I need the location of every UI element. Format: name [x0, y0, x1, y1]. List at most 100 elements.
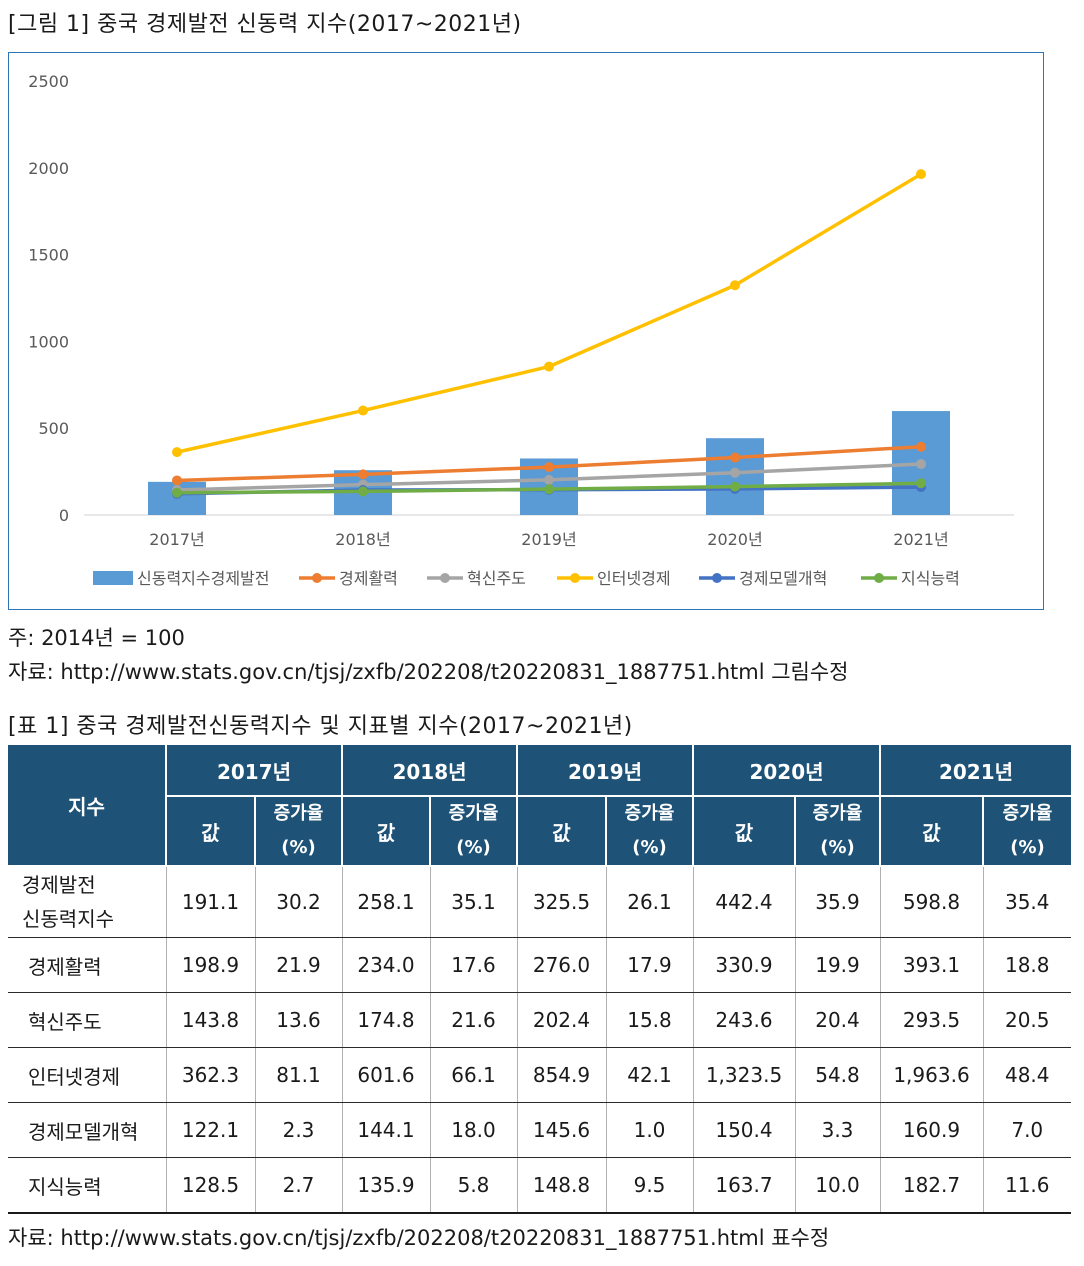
cell-value: 1,323.5: [692, 1047, 795, 1103]
subheader-growth: 증가율 (%): [605, 796, 693, 867]
cell-value: 243.6: [692, 992, 795, 1048]
row-label-line: 경제모델개혁: [28, 1119, 139, 1144]
subheader-value: 값: [692, 796, 795, 867]
series-point: [544, 462, 554, 473]
subheader-growth-unit: (%): [1010, 837, 1045, 858]
cell-growth: 17.6: [429, 937, 517, 993]
cell-value: 325.5: [516, 866, 606, 938]
cell-growth: 10.0: [794, 1157, 880, 1214]
series-point: [730, 481, 740, 492]
series-point: [172, 487, 182, 498]
row-label-line: 경제발전: [22, 873, 96, 897]
cell-growth: 26.1: [605, 866, 693, 938]
row-label: 경제발전 신동력지수: [8, 866, 166, 938]
subheader-value: 값: [516, 796, 606, 867]
cell-value: 174.8: [341, 992, 430, 1048]
series-point: [172, 447, 182, 458]
subheader-row: 값 증가율 (%) 값 증가율 (%) 값 증가율 (%) 값 증가율 (%) 값 증가율 (%): [8, 796, 1071, 867]
series-line: [175, 172, 923, 454]
figure-source: 자료: http://www.stats.gov.cn/tjsj/zxfb/20…: [8, 660, 849, 684]
cell-growth: 18.8: [982, 937, 1071, 993]
cell-growth: 30.2: [254, 866, 342, 938]
cell-value: 258.1: [341, 866, 430, 938]
cell-growth: 3.3: [794, 1102, 880, 1158]
table-row: 경제활력 198.9 21.9 234.0 17.6 276.0 17.9 330.9 19.9…: [8, 937, 1071, 993]
legend-marker: [570, 573, 580, 583]
subheader-growth-unit: (%): [456, 837, 491, 858]
series-point: [358, 405, 368, 416]
cell-growth: 15.8: [605, 992, 693, 1048]
series-point: [730, 467, 740, 478]
cell-value: 1,963.6: [879, 1047, 983, 1103]
series-point: [916, 478, 926, 489]
table-row: 경제모델개혁 122.1 2.3 144.1 18.0 145.6 1.0 150.4 3.3 1…: [8, 1102, 1071, 1158]
legend-label: 신동력지수경제발전: [137, 569, 269, 588]
subheader-growth: 증가율 (%): [794, 796, 880, 867]
x-tick-label: 2017년: [149, 530, 204, 549]
cell-growth: 2.3: [254, 1102, 342, 1158]
table-row: 혁신주도 143.8 13.6 174.8 21.6 202.4 15.8 243.6 20.4…: [8, 992, 1071, 1048]
cell-value: 293.5: [879, 992, 983, 1048]
series-point: [730, 280, 740, 291]
y-tick-label: 500: [38, 419, 69, 438]
cell-growth: 5.8: [429, 1157, 517, 1214]
cell-value: 362.3: [165, 1047, 255, 1103]
cell-value: 601.6: [341, 1047, 430, 1103]
series-point: [544, 474, 554, 485]
row-label: 혁신주도: [8, 992, 166, 1048]
table-title: [표 1] 중국 경제발전신동력지수 및 지표별 지수(2017~2021년): [8, 714, 633, 739]
subheader-growth: 증가율 (%): [429, 796, 517, 867]
subheader-value: 값: [879, 796, 983, 867]
subheader-growth: 증가율 (%): [982, 796, 1071, 867]
chart-frame: 0 500 1000 1500 2000 2500 2017년 2018년 2019년 2020년…: [8, 52, 1044, 610]
row-label: 경제활력: [8, 937, 166, 993]
row-label-line: 인터넷경제: [28, 1064, 120, 1089]
figure-note: 주: 2014년 = 100: [8, 626, 185, 650]
row-label: 인터넷경제: [8, 1047, 166, 1103]
cell-value: 144.1: [341, 1102, 430, 1158]
cell-value: 145.6: [516, 1102, 606, 1158]
legend-label: 혁신주도: [467, 569, 526, 588]
subheader-growth-unit: (%): [820, 837, 855, 858]
legend-label: 경제모델개혁: [739, 569, 827, 588]
cell-value: 143.8: [165, 992, 255, 1048]
table-row: 지식능력 128.5 2.7 135.9 5.8 148.8 9.5 163.7 10.0 182…: [8, 1157, 1071, 1214]
series-point: [916, 459, 926, 470]
legend-swatch: [93, 571, 133, 585]
row-label: 지식능력: [8, 1157, 166, 1214]
cell-growth: 21.9: [254, 937, 342, 993]
cell-growth: 20.5: [982, 992, 1071, 1048]
row-label-line: 경제활력: [28, 954, 102, 979]
cell-value: 182.7: [879, 1157, 983, 1214]
y-tick-label: 0: [59, 506, 69, 525]
cell-growth: 35.4: [982, 866, 1071, 938]
subheader-growth-label: 증가율: [448, 803, 499, 824]
row-label: 경제모델개혁: [8, 1102, 166, 1158]
chart-svg: 0 500 1000 1500 2000 2500 2017년 2018년 2019년 2020년…: [28, 72, 1014, 588]
cell-growth: 9.5: [605, 1157, 693, 1214]
x-tick-label: 2020년: [707, 530, 762, 549]
cell-value: 854.9: [516, 1047, 606, 1103]
cell-growth: 1.0: [605, 1102, 693, 1158]
legend-marker: [440, 573, 450, 583]
subheader-growth: 증가율 (%): [254, 796, 342, 867]
cell-growth: 81.1: [254, 1047, 342, 1103]
cell-growth: 66.1: [429, 1047, 517, 1103]
cell-growth: 2.7: [254, 1157, 342, 1214]
table-row: 경제발전 신동력지수 191.1 30.2 258.1 35.1 325.5 26.1 442.…: [8, 866, 1071, 938]
cell-growth: 21.6: [429, 992, 517, 1048]
data-table: 지수 2017년 2018년 2019년 2020년 2021년 값 증가율 (%)…: [8, 745, 1071, 1214]
series-point: [172, 475, 182, 486]
cell-value: 442.4: [692, 866, 795, 938]
cell-growth: 19.9: [794, 937, 880, 993]
cell-growth: 54.8: [794, 1047, 880, 1103]
cell-value: 122.1: [165, 1102, 255, 1158]
y-tick-label: 1000: [28, 332, 69, 351]
series-point: [916, 441, 926, 452]
cell-value: 598.8: [879, 866, 983, 938]
subheader-growth-label: 증가율: [624, 803, 675, 824]
table-body: 경제발전 신동력지수 191.1 30.2 258.1 35.1 325.5 26.1 442.…: [8, 866, 1071, 1214]
cell-value: 128.5: [165, 1157, 255, 1214]
cell-value: 276.0: [516, 937, 606, 993]
legend-label: 인터넷경제: [597, 569, 671, 588]
